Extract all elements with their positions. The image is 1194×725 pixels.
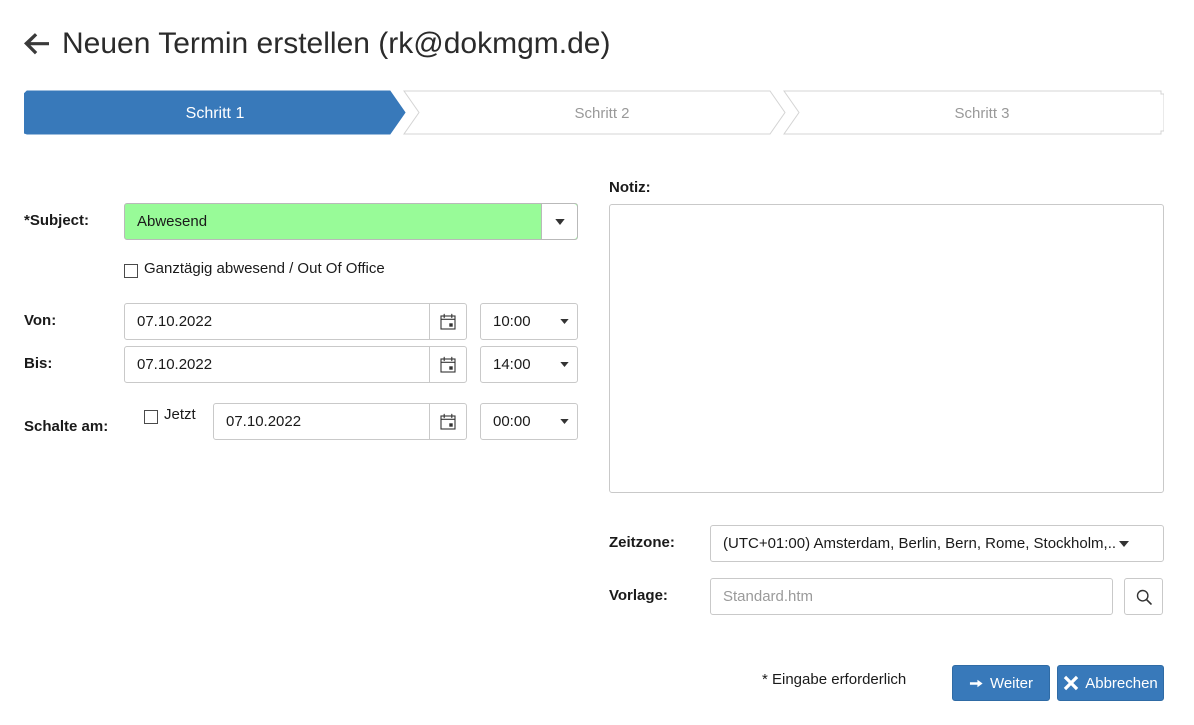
svg-text:Schritt 3: Schritt 3 bbox=[954, 105, 1009, 122]
svg-text:Schritt 1: Schritt 1 bbox=[186, 105, 245, 122]
svg-text:Schritt 2: Schritt 2 bbox=[574, 105, 629, 122]
